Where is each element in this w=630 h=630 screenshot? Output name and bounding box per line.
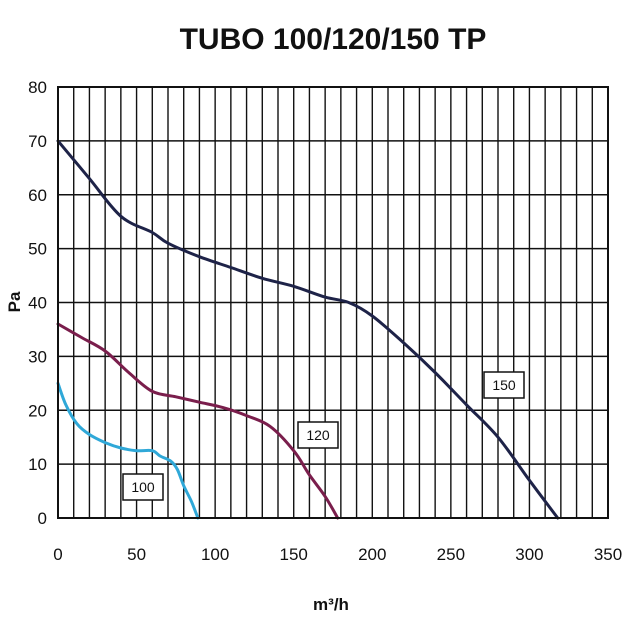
y-tick-label: 60 (28, 186, 47, 205)
series-tag-100: 100 (122, 473, 164, 501)
y-tick-label: 40 (28, 294, 47, 313)
series-tag-label: 120 (306, 427, 330, 443)
plot-frame (57, 86, 609, 519)
x-axis-ticks: 0 50 100 150 200 250 300 350 (53, 545, 622, 564)
x-axis-label: m³/h (313, 595, 349, 614)
y-tick-label: 20 (28, 401, 47, 420)
x-tick-label: 100 (201, 545, 229, 564)
chart-title: TUBO 100/120/150 TP (180, 23, 487, 56)
series-tag-label: 100 (131, 479, 155, 495)
curve-100 (56, 381, 200, 520)
x-tick-label: 50 (127, 545, 146, 564)
series-tag-box (297, 421, 339, 449)
x-tick-label: 250 (437, 545, 465, 564)
y-tick-label: 50 (28, 240, 47, 259)
series-tag-120: 120 (297, 421, 339, 449)
curve-150 (56, 139, 560, 520)
series-tag-box (122, 473, 164, 501)
performance-curves (56, 139, 560, 520)
grid (58, 87, 608, 518)
x-tick-label: 0 (53, 545, 62, 564)
x-tick-label: 200 (358, 545, 386, 564)
series-tag-150: 150 (483, 371, 525, 399)
y-tick-label: 10 (28, 455, 47, 474)
series-tag-box (483, 371, 525, 399)
curve-120 (56, 322, 340, 520)
series-tag-label: 150 (492, 377, 516, 393)
y-tick-label: 30 (28, 347, 47, 366)
y-tick-label: 0 (38, 509, 47, 528)
x-tick-label: 150 (280, 545, 308, 564)
x-tick-label: 300 (515, 545, 543, 564)
y-axis-ticks: 0 10 20 30 40 50 60 70 80 (28, 78, 47, 528)
y-axis-label: Pa (5, 291, 24, 312)
y-tick-label: 70 (28, 132, 47, 151)
series-tags: 100 120 150 (122, 371, 525, 501)
x-tick-label: 350 (594, 545, 622, 564)
y-tick-label: 80 (28, 78, 47, 97)
